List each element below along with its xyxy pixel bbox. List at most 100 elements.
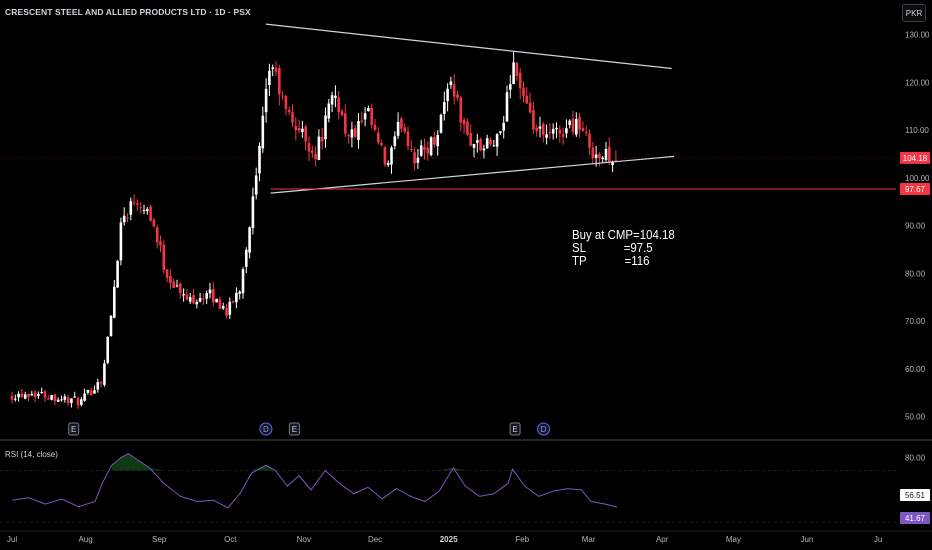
- currency-button[interactable]: PKR: [902, 4, 926, 22]
- candle-body: [56, 399, 60, 402]
- candle-body: [353, 127, 357, 138]
- candle-body: [439, 114, 443, 133]
- candle-body: [426, 147, 430, 154]
- candle: [423, 138, 426, 160]
- y-tick-label: 80.00: [905, 269, 926, 278]
- candle-body: [479, 138, 482, 151]
- candle-body: [66, 397, 70, 404]
- candle-body: [139, 207, 142, 209]
- candle-body: [106, 337, 109, 363]
- candle-body: [436, 134, 439, 147]
- candle: [50, 394, 53, 401]
- candle-body: [185, 294, 189, 300]
- candle: [327, 98, 331, 123]
- candle: [575, 112, 578, 137]
- candle-body: [47, 398, 50, 400]
- candle: [30, 390, 34, 396]
- candle-body: [261, 115, 265, 149]
- candle-body: [311, 150, 314, 153]
- stop-price-tag-bg: [900, 182, 930, 195]
- candle-body: [284, 95, 288, 109]
- candle: [129, 197, 133, 221]
- candle: [155, 224, 159, 249]
- candle: [182, 288, 185, 302]
- candle-body: [264, 88, 268, 113]
- candle: [551, 123, 555, 140]
- candle: [126, 213, 129, 223]
- candle: [314, 145, 317, 167]
- candle: [40, 387, 43, 394]
- candle: [188, 292, 192, 305]
- candle-body: [86, 389, 90, 393]
- candle-body: [63, 396, 67, 400]
- candle: [63, 393, 67, 403]
- candle-body: [122, 215, 126, 223]
- candle-body: [545, 134, 548, 138]
- candle-body: [304, 126, 307, 142]
- candle: [149, 204, 152, 222]
- candle: [443, 91, 446, 121]
- candle-body: [20, 393, 24, 398]
- candle: [159, 235, 162, 253]
- candle-body: [159, 241, 162, 246]
- candle: [515, 61, 519, 82]
- candle-body: [198, 297, 202, 302]
- candle: [198, 292, 202, 303]
- candle-body: [254, 175, 258, 195]
- candle-body: [608, 146, 611, 163]
- candle: [416, 149, 420, 169]
- candle-body: [188, 297, 192, 302]
- trendline-lower: [270, 155, 675, 194]
- rsi-tick-label: 80.00: [905, 454, 926, 463]
- earnings-marker: E: [288, 422, 300, 436]
- candle-body: [568, 120, 571, 126]
- candle-body: [386, 162, 390, 166]
- candle: [307, 136, 311, 161]
- candle: [122, 207, 126, 226]
- candle: [578, 113, 581, 138]
- candle: [452, 73, 456, 105]
- candle: [347, 133, 350, 144]
- candle: [604, 141, 608, 163]
- dividend-badge: [537, 422, 551, 436]
- candle: [410, 140, 413, 153]
- candle: [278, 64, 281, 106]
- rsi-pane: RSI (14, close): [0, 450, 896, 523]
- candle-body: [205, 293, 208, 299]
- candle: [89, 387, 93, 396]
- candle-body: [611, 161, 614, 166]
- candle-body: [10, 395, 14, 400]
- x-tick-label: Aug: [78, 535, 92, 544]
- candle: [70, 398, 73, 408]
- candle-body: [443, 102, 446, 115]
- earnings-badge: [509, 422, 521, 436]
- candle-body: [446, 88, 449, 102]
- y-tick-label: 100.00: [905, 174, 930, 183]
- candle: [172, 278, 175, 289]
- candle: [429, 136, 433, 157]
- candle-body: [291, 112, 294, 123]
- candle: [27, 393, 30, 402]
- candle-body: [231, 301, 235, 303]
- candle: [601, 155, 604, 163]
- candle: [400, 116, 403, 133]
- candle: [258, 142, 261, 182]
- candle-body: [113, 286, 116, 318]
- candle-body: [357, 120, 360, 140]
- candle: [43, 389, 47, 402]
- candle: [571, 110, 575, 136]
- candle-body: [370, 108, 373, 126]
- candle-body: [287, 110, 291, 113]
- y-tick-label: 60.00: [905, 365, 926, 374]
- candle-body: [373, 124, 377, 130]
- candle: [225, 303, 228, 319]
- candle-body: [406, 131, 410, 147]
- candle: [344, 104, 347, 138]
- candle-body: [297, 127, 301, 131]
- candle: [512, 51, 515, 85]
- candle-body: [317, 136, 321, 161]
- candle: [334, 85, 337, 108]
- candle-body: [225, 307, 228, 316]
